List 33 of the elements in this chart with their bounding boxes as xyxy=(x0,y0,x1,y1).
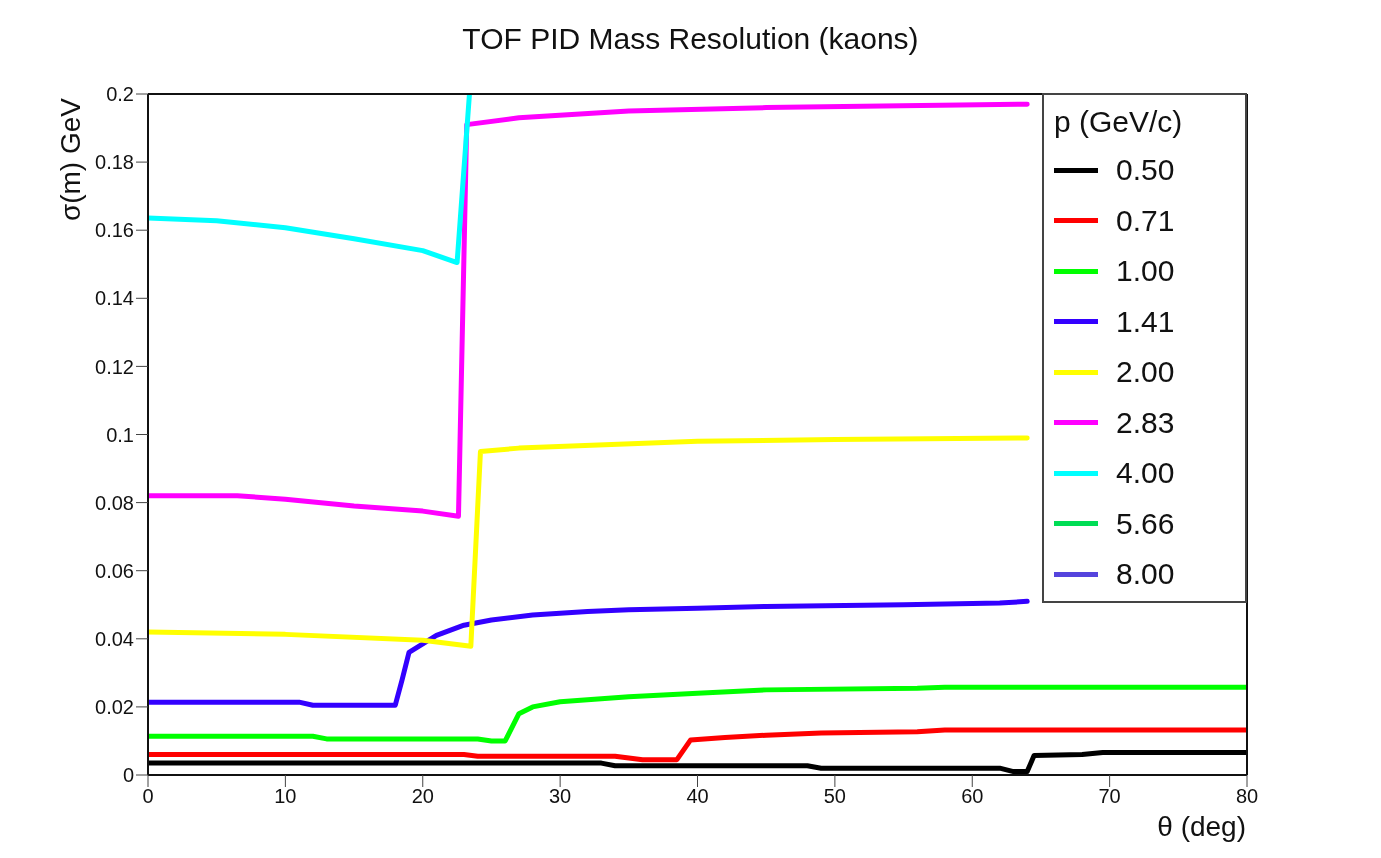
x-tick-label: 40 xyxy=(686,785,709,808)
legend-label: 5.66 xyxy=(1116,506,1175,541)
x-tick-label: 70 xyxy=(1098,785,1121,808)
chart-title: TOF PID Mass Resolution (kaons) xyxy=(461,22,920,56)
legend-label: 0.50 xyxy=(1116,153,1175,188)
x-tick-label: 10 xyxy=(274,785,297,808)
y-tick-label: 0 xyxy=(122,764,134,787)
x-tick-label: 30 xyxy=(549,785,572,808)
y-tick-label: 0.1 xyxy=(106,423,134,446)
x-tick-label: 80 xyxy=(1235,785,1259,808)
y-tick-label: 0.18 xyxy=(95,151,134,174)
y-tick-label: 0.2 xyxy=(106,83,134,106)
x-tick-label: 0 xyxy=(142,785,154,808)
legend-title: p (GeV/c) xyxy=(1054,104,1184,140)
y-tick-label: 0.14 xyxy=(95,287,134,310)
legend-label: 2.00 xyxy=(1116,355,1175,390)
x-tick-label: 60 xyxy=(961,785,984,808)
legend-label: 1.41 xyxy=(1116,304,1175,339)
legend-label: 2.83 xyxy=(1116,405,1175,440)
legend-label: 4.00 xyxy=(1116,456,1175,491)
legend-label: 8.00 xyxy=(1116,557,1175,592)
x-tick-label: 50 xyxy=(823,785,846,808)
y-tick-label: 0.16 xyxy=(95,219,134,242)
y-axis-title: σ(m) GeV xyxy=(55,97,86,222)
y-tick-label: 0.02 xyxy=(95,696,134,718)
y-tick-label: 0.08 xyxy=(95,491,134,514)
x-tick-label: 20 xyxy=(411,785,434,808)
x-axis-title: θ (deg) xyxy=(1157,811,1246,843)
y-tick-label: 0.12 xyxy=(95,355,134,378)
legend-label: 0.71 xyxy=(1116,203,1175,238)
y-tick-label: 0.06 xyxy=(95,559,134,582)
y-tick-label: 0.04 xyxy=(95,627,134,650)
legend-label: 1.00 xyxy=(1116,254,1175,289)
